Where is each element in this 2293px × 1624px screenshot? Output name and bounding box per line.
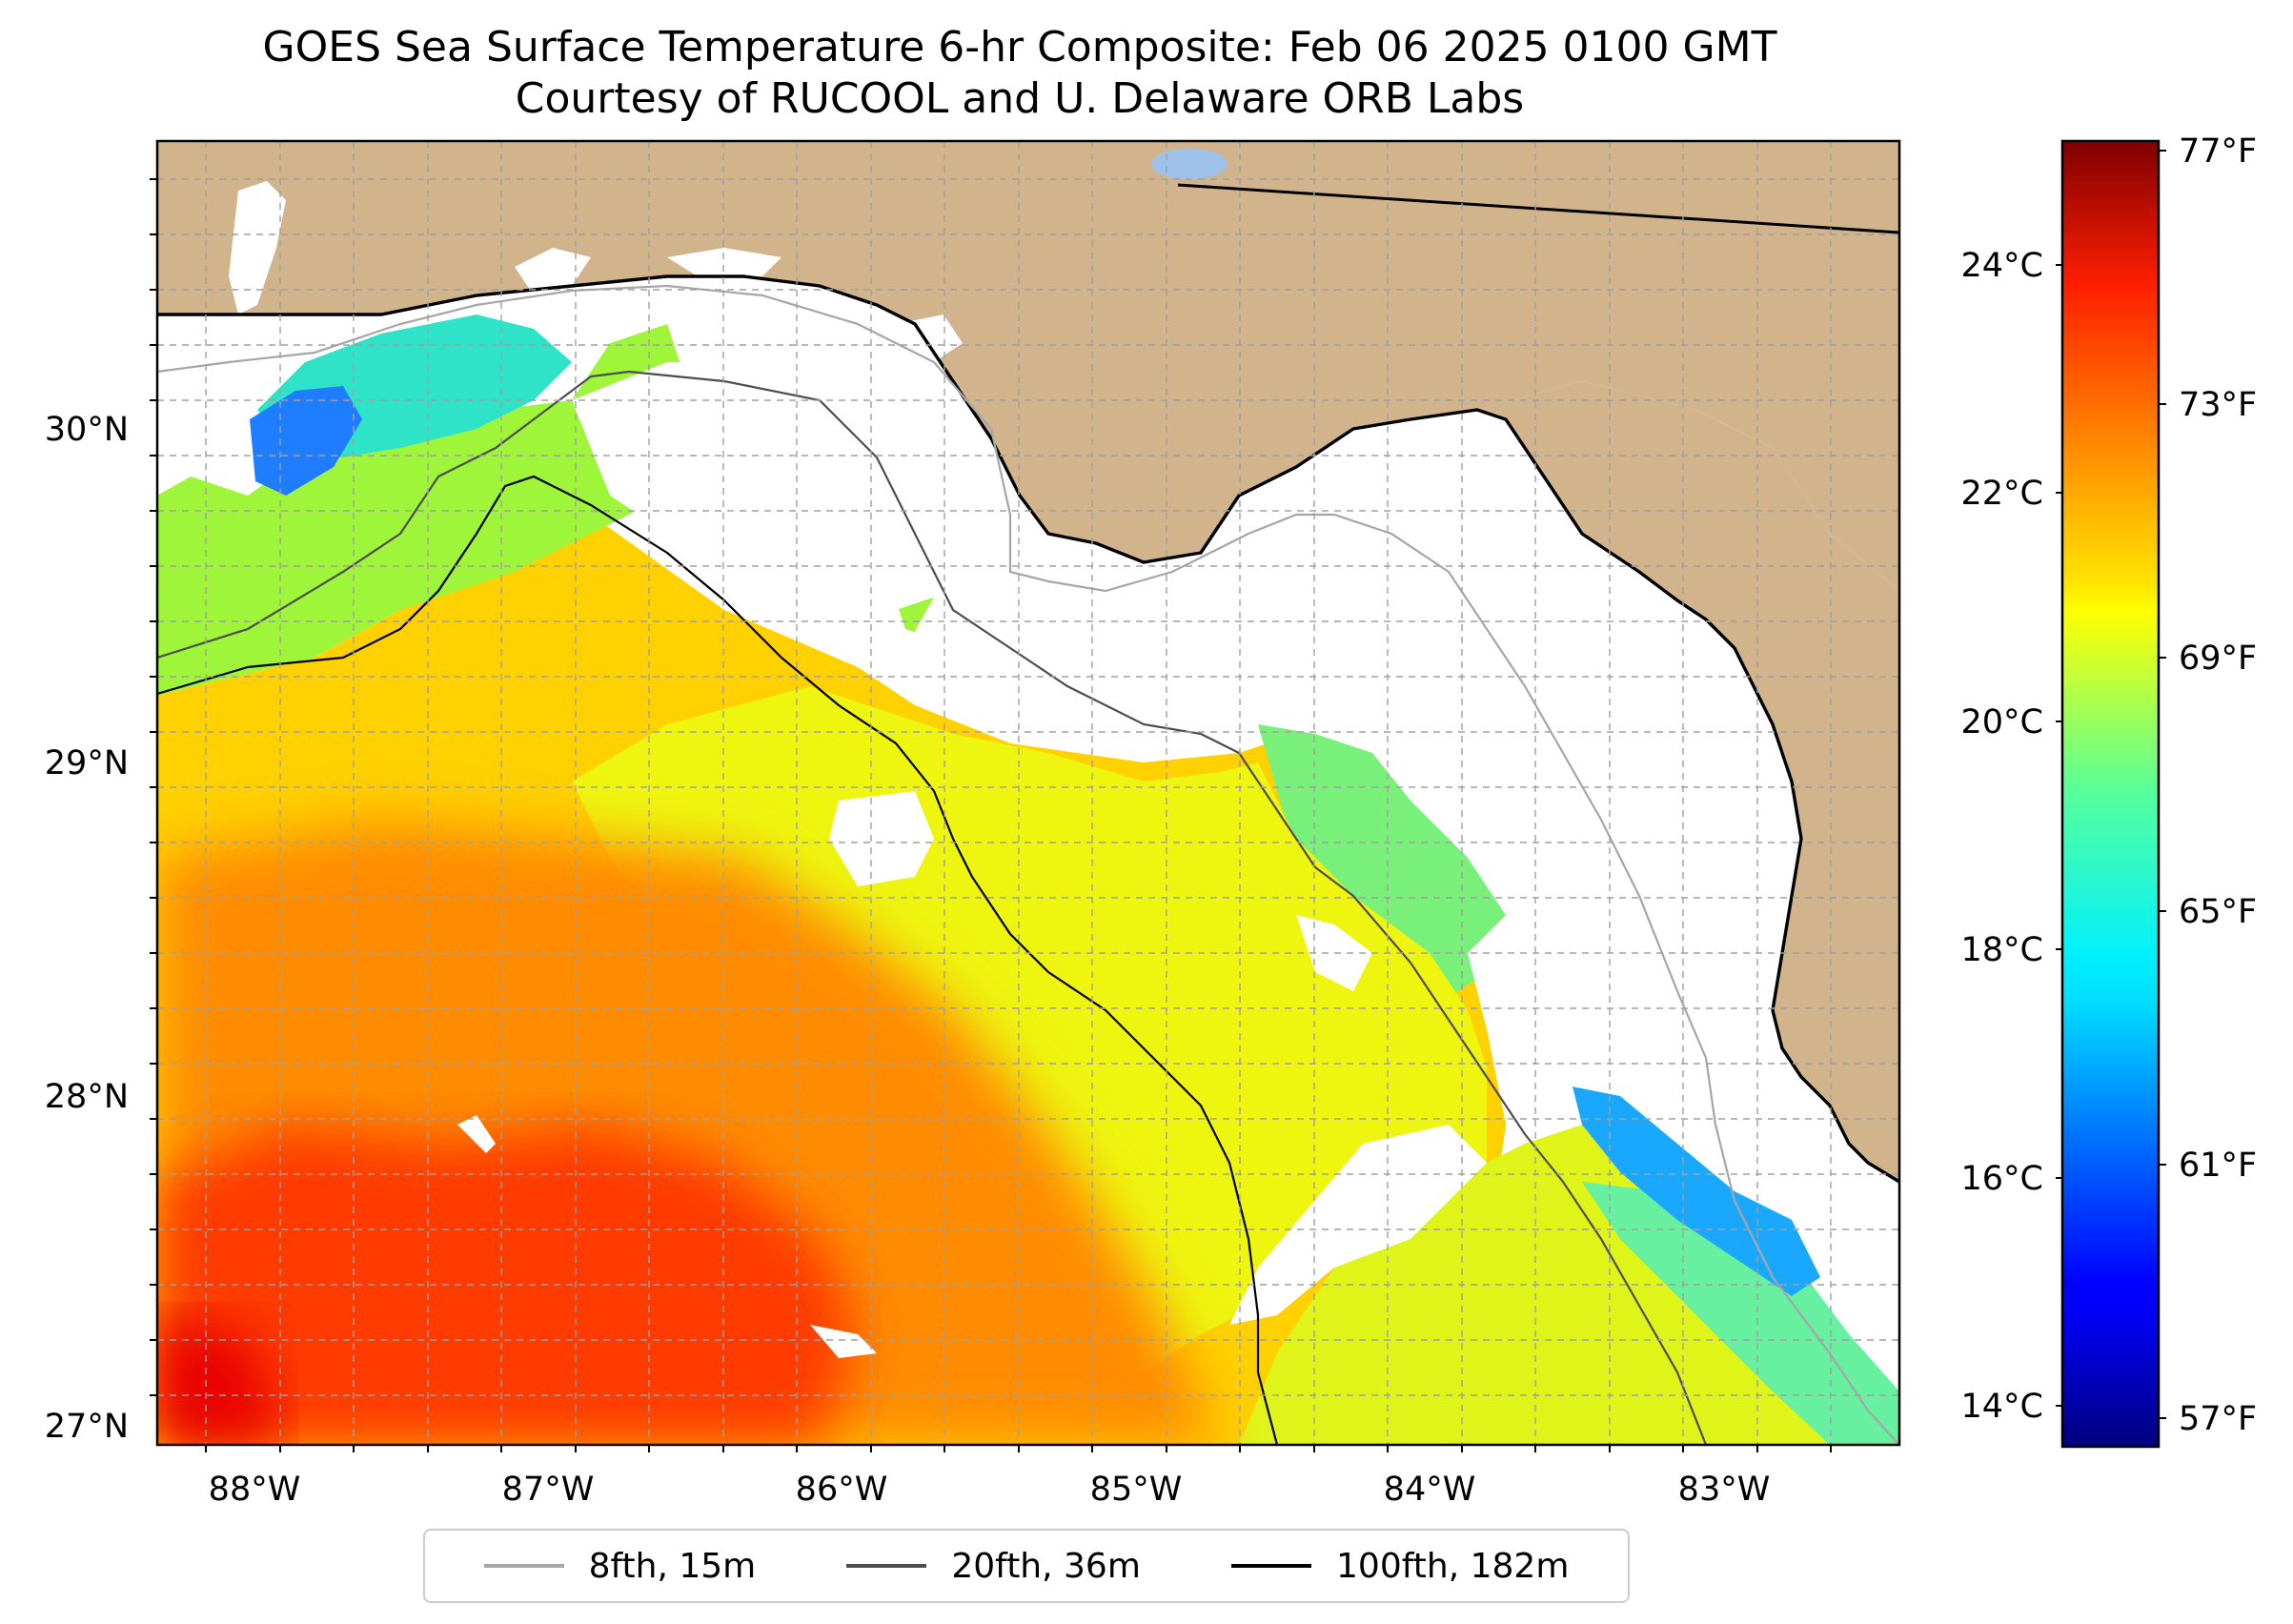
gridlines bbox=[157, 141, 1899, 1445]
y-tick-label: 29°N bbox=[45, 744, 129, 782]
colorbar-celsius-tick: 16°C bbox=[1961, 1160, 2043, 1198]
x-tick-label: 86°W bbox=[796, 1471, 888, 1509]
colorbar-fahrenheit-tick: 69°F bbox=[2179, 639, 2257, 678]
x-tick-label: 85°W bbox=[1090, 1471, 1183, 1509]
contour-legend: 8fth, 15m 20fth, 36m 100fth, 182m bbox=[423, 1529, 1630, 1603]
state-border bbox=[1177, 183, 1899, 234]
chart-title: GOES Sea Surface Temperature 6-hr Compos… bbox=[262, 23, 1777, 71]
y-axis: 27°N 28°N 29°N 30°N bbox=[45, 178, 157, 1446]
legend-label: 100fth, 182m bbox=[1336, 1546, 1570, 1586]
land-mass bbox=[157, 141, 1899, 1182]
legend-line-100fth bbox=[1231, 1564, 1312, 1568]
x-tick-label: 88°W bbox=[209, 1471, 301, 1509]
legend-label: 8fth, 15m bbox=[588, 1546, 757, 1586]
colorbar-celsius-tick: 20°C bbox=[1961, 703, 2043, 741]
colorbar-fahrenheit-tick: 57°F bbox=[2179, 1400, 2257, 1438]
legend-label: 20fth, 36m bbox=[951, 1546, 1141, 1586]
legend-item-8fth: 8fth, 15m bbox=[483, 1546, 757, 1586]
colorbar-fahrenheit-tick: 65°F bbox=[2179, 893, 2257, 931]
colorbar: 24°C 22°C 20°C 18°C 16°C 14°C 77°F 73°F … bbox=[1961, 132, 2257, 1449]
contour-100fth bbox=[157, 475, 1279, 1445]
legend-item-20fth: 20fth, 36m bbox=[846, 1547, 1141, 1586]
y-tick-label: 28°N bbox=[45, 1078, 129, 1116]
x-tick-label: 87°W bbox=[502, 1471, 595, 1509]
x-axis: 88°W 87°W 86°W 85°W 84°W 83°W bbox=[205, 1445, 1832, 1509]
legend-line-20fth bbox=[846, 1564, 927, 1568]
colorbar-celsius-tick: 18°C bbox=[1961, 931, 2043, 969]
map-frame bbox=[155, 139, 1901, 1447]
colorbar-celsius-tick: 24°C bbox=[1961, 247, 2043, 285]
y-tick-label: 30°N bbox=[45, 411, 129, 449]
colorbar-gradient bbox=[2060, 139, 2161, 1449]
contour-8fth bbox=[157, 284, 1899, 1445]
y-tick-label: 27°N bbox=[45, 1408, 129, 1446]
chart-subtitle: Courtesy of RUCOOL and U. Delaware ORB L… bbox=[515, 74, 1525, 123]
legend-line-8fth bbox=[483, 1564, 564, 1568]
x-tick-label: 84°W bbox=[1384, 1471, 1476, 1509]
legend-item-100fth: 100fth, 182m bbox=[1231, 1547, 1569, 1586]
colorbar-fahrenheit-tick: 73°F bbox=[2179, 386, 2257, 424]
colorbar-fahrenheit-tick: 61°F bbox=[2179, 1147, 2257, 1185]
contour-20fth bbox=[157, 370, 1708, 1445]
colorbar-celsius-tick: 22°C bbox=[1961, 475, 2043, 513]
colorbar-celsius-tick: 14°C bbox=[1961, 1388, 2043, 1426]
x-tick-label: 83°W bbox=[1678, 1471, 1771, 1509]
colorbar-fahrenheit-tick: 77°F bbox=[2179, 132, 2257, 171]
map-plot-area bbox=[157, 141, 1899, 1445]
